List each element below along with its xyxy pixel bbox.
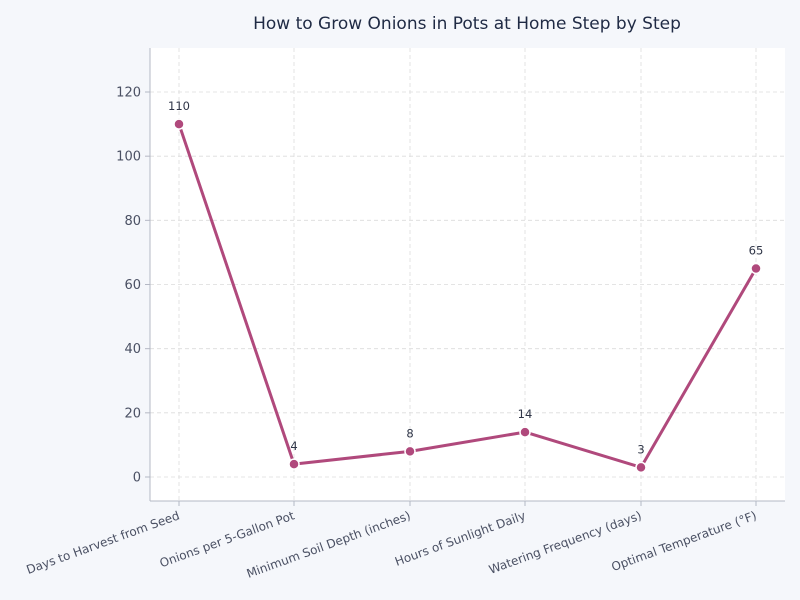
grid-lines xyxy=(150,48,785,501)
series-line xyxy=(177,122,758,469)
data-point xyxy=(635,461,647,474)
data-label: 8 xyxy=(406,426,413,440)
data-point xyxy=(288,458,300,470)
chart-title: How to Grow Onions in Pots at Home Step … xyxy=(253,14,681,34)
data-series: 110 4 8 14 3 65 xyxy=(168,99,764,474)
y-tick-label: 60 xyxy=(124,278,141,293)
data-point xyxy=(519,426,531,438)
data-point xyxy=(404,445,416,458)
y-tick-label: 100 xyxy=(116,150,141,165)
y-tick-label: 20 xyxy=(124,406,141,421)
y-tick-label: 0 xyxy=(133,471,141,486)
data-point xyxy=(173,118,185,130)
data-label: 4 xyxy=(290,439,297,453)
y-axis-ticks: 0 20 40 60 80 100 120 xyxy=(116,86,150,486)
data-label: 110 xyxy=(168,99,190,113)
data-label: 3 xyxy=(637,442,644,456)
x-tick-label: Days to Harvest from Seed xyxy=(24,508,181,577)
y-tick-label: 120 xyxy=(116,86,141,101)
y-tick-label: 40 xyxy=(124,342,141,357)
data-point xyxy=(750,262,762,275)
data-label: 65 xyxy=(749,243,764,257)
data-label: 14 xyxy=(518,407,533,421)
plot-area xyxy=(150,48,785,501)
y-tick-label: 80 xyxy=(124,214,141,229)
